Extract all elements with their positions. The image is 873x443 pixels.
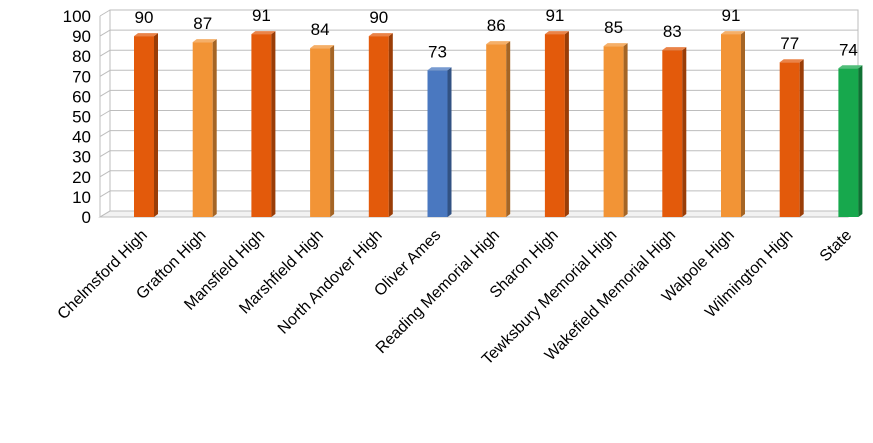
data-label: 90: [135, 8, 154, 27]
data-label: 77: [780, 34, 799, 53]
gridline-side: [99, 89, 111, 97]
y-tick-label: 10: [72, 188, 91, 207]
y-tick-label: 70: [72, 67, 91, 86]
gridline-side: [99, 69, 111, 77]
data-label: 86: [487, 16, 506, 35]
bar-side: [564, 31, 569, 218]
gridline-side: [99, 49, 111, 57]
bar-front: [779, 62, 800, 218]
y-tick-label: 30: [72, 148, 91, 167]
bar-front: [427, 70, 448, 218]
bar: [721, 31, 745, 218]
bar-front: [721, 34, 741, 218]
gridline-side: [99, 130, 111, 138]
bar-top: [486, 41, 511, 45]
bar-side: [858, 65, 863, 217]
bar-side: [154, 33, 158, 217]
bar-top: [192, 39, 217, 43]
bar-front: [368, 36, 389, 217]
bar-front: [544, 34, 565, 218]
bar-top: [251, 31, 276, 35]
bar-side: [506, 41, 511, 217]
bar-top: [779, 59, 804, 63]
bar-front: [251, 34, 272, 218]
gridline-side: [99, 150, 111, 158]
data-label: 91: [545, 6, 564, 25]
x-tick-label: North Andover High: [275, 227, 386, 338]
data-label: 73: [428, 42, 447, 61]
y-tick-label: 60: [72, 87, 91, 106]
y-tick-label: 0: [82, 208, 91, 227]
bar: [251, 31, 276, 218]
bar: [192, 39, 217, 217]
bar-front: [192, 42, 213, 217]
y-tick-label: 90: [72, 27, 91, 46]
bar-front: [838, 68, 859, 217]
x-tick-label: State: [817, 227, 856, 266]
bar: [779, 59, 804, 218]
bar: [544, 31, 569, 218]
bar: [310, 45, 335, 217]
y-tick-label: 50: [72, 108, 91, 127]
data-label: 91: [252, 6, 271, 25]
bar-side: [330, 45, 335, 217]
bar: [838, 65, 863, 217]
data-label: 85: [604, 18, 623, 37]
data-labels: 90 87 91 84 90 73 86 91 85 83 91 77 74: [135, 6, 858, 61]
bars: [134, 31, 863, 218]
data-label: 91: [722, 6, 741, 25]
gridline-side: [99, 210, 111, 218]
y-tick-label: 40: [72, 128, 91, 147]
bar-top: [134, 33, 158, 37]
bar-top: [603, 43, 628, 47]
bar-top: [838, 65, 863, 69]
bar-side: [271, 31, 276, 218]
bar-front: [603, 46, 624, 218]
bar-side: [212, 39, 217, 217]
gridline-side: [99, 170, 111, 178]
bar-top: [427, 67, 452, 71]
bar: [486, 41, 511, 217]
bar-top: [310, 45, 335, 49]
bar-front: [662, 50, 683, 217]
bar: [134, 33, 158, 217]
bar-side: [388, 33, 393, 217]
gridline-side: [99, 110, 111, 117]
bar-top: [662, 47, 687, 51]
bar-top: [721, 31, 745, 35]
bar-top: [368, 33, 393, 37]
data-label: 90: [369, 8, 388, 27]
data-label: 74: [839, 40, 858, 59]
gridline-side: [99, 190, 111, 198]
bar-side: [799, 59, 804, 218]
x-tick-label: Reading Memorial High: [373, 227, 503, 357]
gridline-side: [99, 9, 111, 17]
bar-front: [310, 48, 331, 217]
bar-side: [682, 47, 687, 217]
bar-front: [486, 44, 507, 217]
data-label: 83: [663, 22, 682, 41]
bar-top: [544, 31, 569, 35]
bar-side: [623, 43, 628, 218]
y-tick-label: 100: [63, 7, 91, 26]
data-label: 87: [193, 14, 212, 33]
x-tick-label: Chelmsford High: [55, 227, 151, 323]
bar: [603, 43, 628, 218]
y-tick-label: 80: [72, 47, 91, 66]
bar: [427, 67, 452, 218]
bar: [662, 47, 687, 217]
data-label: 84: [311, 20, 330, 39]
gridline-side: [99, 29, 111, 37]
bar-side: [447, 67, 452, 218]
bar: [368, 33, 393, 217]
bar-side: [741, 31, 745, 218]
bar-front: [134, 36, 154, 217]
y-tick-label: 20: [72, 168, 91, 187]
